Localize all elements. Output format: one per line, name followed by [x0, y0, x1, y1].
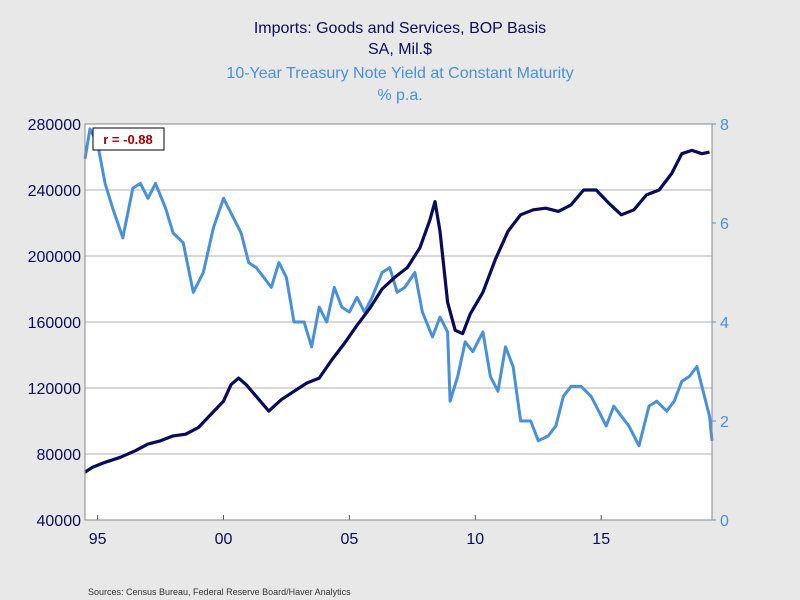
- chart-title-line-2: SA, Mil.$: [368, 41, 432, 58]
- chart-subtitle-line-2: % p.a.: [377, 87, 422, 104]
- left-tick-label: 120000: [28, 381, 81, 398]
- right-tick-label: 8: [720, 117, 729, 134]
- right-tick-label: 6: [720, 216, 729, 233]
- chart-subtitle-line-1: 10-Year Treasury Note Yield at Constant …: [226, 65, 573, 82]
- annotation-box: [92, 127, 165, 151]
- correlation-annotation: r = -0.88: [92, 127, 165, 151]
- x-tick-label: 95: [89, 531, 107, 548]
- series-line-imports: [84, 148, 710, 474]
- x-tick-label: 00: [215, 531, 233, 548]
- x-tick-label: 05: [340, 531, 358, 548]
- x-axis: 95 00 05 10 15: [89, 515, 610, 548]
- left-tick-label: 240000: [28, 183, 81, 200]
- x-tick-label: 10: [466, 531, 484, 548]
- x-tick-label: 15: [592, 531, 610, 548]
- left-tick-label: 40000: [37, 513, 82, 530]
- series-line-treasury-yield: [83, 127, 714, 448]
- right-tick-label: 2: [720, 414, 729, 431]
- gridlines: [85, 189, 712, 455]
- left-tick-label: 160000: [28, 315, 81, 332]
- left-axis: 40000 80000 120000 160000 200000 240000 280000: [28, 117, 81, 530]
- left-tick-label: 280000: [28, 117, 81, 134]
- plot-border: [84, 123, 713, 521]
- right-axis: 0 2 4 6 8: [712, 117, 729, 530]
- left-tick-label: 200000: [28, 249, 81, 266]
- right-tick-label: 0: [720, 513, 729, 530]
- left-tick-label: 80000: [37, 447, 82, 464]
- annotation-text: r = -0.88: [103, 132, 153, 147]
- chart-title-line-1: Imports: Goods and Services, BOP Basis: [254, 20, 546, 37]
- source-note: Sources: Census Bureau, Federal Reserve …: [88, 587, 351, 597]
- right-tick-label: 4: [720, 315, 729, 332]
